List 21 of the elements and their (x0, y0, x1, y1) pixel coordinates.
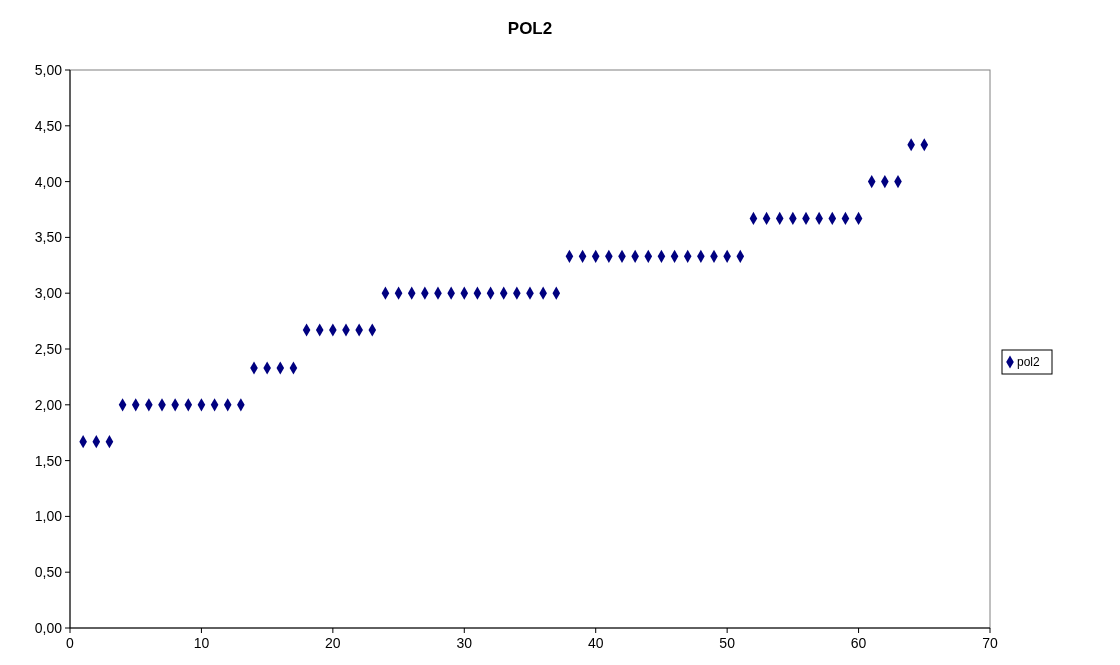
y-tick-label: 0,50 (34, 564, 63, 581)
y-tick-label: 4,50 (34, 117, 63, 134)
x-tick-label: 0 (66, 635, 75, 651)
x-tick-label: 30 (456, 635, 473, 651)
y-tick-label: 4,00 (34, 173, 63, 190)
x-tick-label: 10 (193, 635, 210, 651)
y-tick-label: 5,00 (34, 61, 63, 78)
x-tick-label: 70 (982, 635, 998, 651)
y-tick-label: 2,50 (34, 340, 63, 357)
y-tick-label: 0,00 (34, 619, 63, 636)
y-tick-label: 2,00 (34, 396, 63, 413)
legend-label: pol2 (1017, 355, 1041, 370)
x-tick-label: 20 (325, 635, 341, 651)
y-tick-label: 3,50 (34, 229, 63, 246)
y-tick-label: 1,00 (34, 508, 63, 525)
x-tick-label: 50 (719, 635, 736, 651)
y-tick-label: 3,00 (34, 285, 63, 302)
y-tick-label: 1,50 (34, 452, 63, 469)
x-tick-label: 60 (850, 635, 867, 651)
x-tick-label: 40 (587, 635, 604, 651)
chart-title: POL2 (507, 19, 553, 38)
